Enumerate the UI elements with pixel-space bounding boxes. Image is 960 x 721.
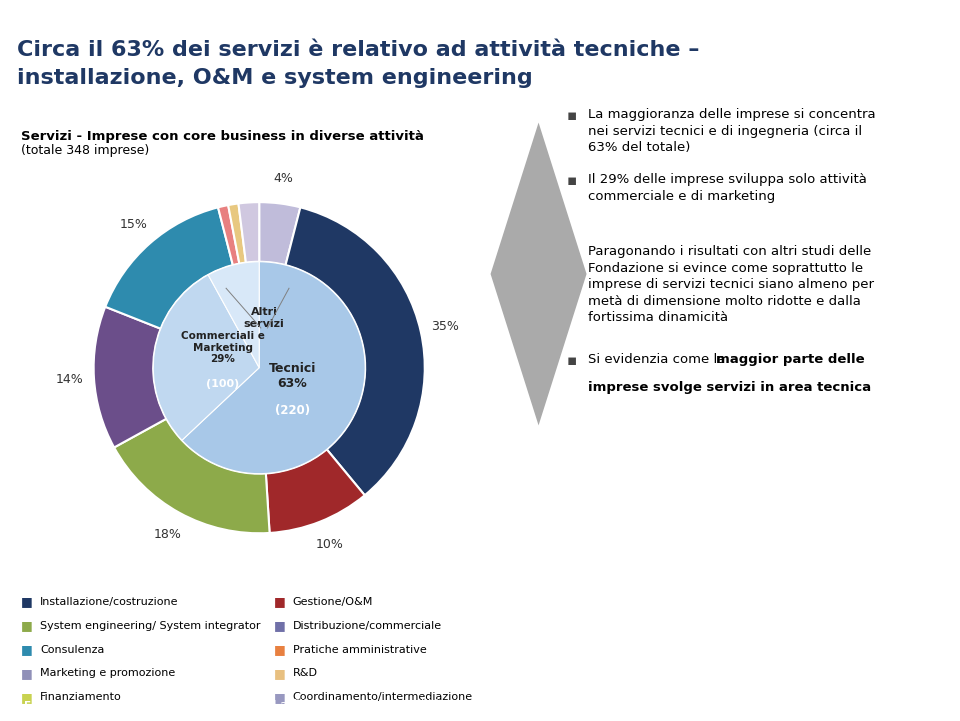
Text: 19: 19 xyxy=(917,699,936,713)
Text: ■: ■ xyxy=(21,667,33,680)
Text: ■: ■ xyxy=(274,667,285,680)
Text: Gestione/O&M: Gestione/O&M xyxy=(293,597,373,607)
Text: imprese svolge servizi in area tecnica: imprese svolge servizi in area tecnica xyxy=(588,381,872,394)
Text: Consulenza: Consulenza xyxy=(40,645,105,655)
Wedge shape xyxy=(208,262,259,368)
Text: ▪: ▪ xyxy=(566,245,577,260)
Wedge shape xyxy=(218,205,239,265)
Text: Il 29% delle imprese sviluppa solo attività
commerciale e di marketing: Il 29% delle imprese sviluppa solo attiv… xyxy=(588,173,867,203)
Text: ▪: ▪ xyxy=(566,173,577,188)
Wedge shape xyxy=(285,208,424,495)
Text: 18%: 18% xyxy=(154,528,181,541)
Text: Altri
servizi: Altri servizi xyxy=(244,307,284,329)
Wedge shape xyxy=(182,262,365,474)
Text: R&D: R&D xyxy=(293,668,318,678)
Text: (220): (220) xyxy=(275,404,310,417)
Text: ■: ■ xyxy=(21,691,33,704)
Text: Installazione/costruzione: Installazione/costruzione xyxy=(40,597,179,607)
Text: Coordinamento/intermediazione: Coordinamento/intermediazione xyxy=(293,692,473,702)
Text: Finanziamento: Finanziamento xyxy=(40,692,122,702)
Text: 14%: 14% xyxy=(56,373,84,386)
Text: Commerciali e
Marketing
29%: Commerciali e Marketing 29% xyxy=(180,331,265,364)
Text: Circa il 63% dei servizi è relativo ad attività tecniche –: Circa il 63% dei servizi è relativo ad a… xyxy=(17,40,700,60)
Text: System engineering/ System integrator: System engineering/ System integrator xyxy=(40,621,261,631)
Text: 15%: 15% xyxy=(119,218,147,231)
Wedge shape xyxy=(259,202,300,265)
Text: ■: ■ xyxy=(274,643,285,656)
Text: 35%: 35% xyxy=(431,319,459,332)
Text: ▪: ▪ xyxy=(566,353,577,368)
Text: ■: ■ xyxy=(274,596,285,609)
Wedge shape xyxy=(154,275,259,441)
Text: La filiera delle rinnovabili in Regione Lombardia – Settembre 2011: La filiera delle rinnovabili in Regione … xyxy=(273,699,687,712)
Text: ■: ■ xyxy=(21,643,33,656)
Text: Marketing e promozione: Marketing e promozione xyxy=(40,668,176,678)
Wedge shape xyxy=(106,208,233,329)
Text: Servizi - Imprese con core business in diverse attività: Servizi - Imprese con core business in d… xyxy=(21,130,424,143)
Wedge shape xyxy=(94,306,166,448)
Text: ■: ■ xyxy=(274,691,285,704)
Text: Si evidenzia come la: Si evidenzia come la xyxy=(588,353,731,366)
Text: Distribuzione/commerciale: Distribuzione/commerciale xyxy=(293,621,442,631)
Text: 4%: 4% xyxy=(274,172,293,185)
Text: Tecnici
63%: Tecnici 63% xyxy=(269,362,316,390)
Text: Paragonando i risultati con altri studi delle
Fondazione si evince come soprattu: Paragonando i risultati con altri studi … xyxy=(588,245,875,324)
Text: ENERGY ⚡ LAB: ENERGY ⚡ LAB xyxy=(24,701,108,711)
Text: maggior parte delle: maggior parte delle xyxy=(716,353,865,366)
Text: Pratiche amministrative: Pratiche amministrative xyxy=(293,645,426,655)
Text: 10%: 10% xyxy=(315,539,344,552)
Text: (100): (100) xyxy=(206,379,239,389)
Text: ■: ■ xyxy=(274,619,285,632)
Text: (totale 348 imprese): (totale 348 imprese) xyxy=(21,144,150,157)
Wedge shape xyxy=(114,419,270,534)
Wedge shape xyxy=(238,202,259,262)
Wedge shape xyxy=(228,203,246,264)
Text: ■: ■ xyxy=(21,596,33,609)
Text: La maggioranza delle imprese si concentra
nei servizi tecnici e di ingegneria (c: La maggioranza delle imprese si concentr… xyxy=(588,108,876,154)
Text: ■: ■ xyxy=(21,619,33,632)
Text: installazione, O&M e system engineering: installazione, O&M e system engineering xyxy=(17,68,533,89)
Text: ▪: ▪ xyxy=(566,108,577,123)
Wedge shape xyxy=(266,449,365,533)
